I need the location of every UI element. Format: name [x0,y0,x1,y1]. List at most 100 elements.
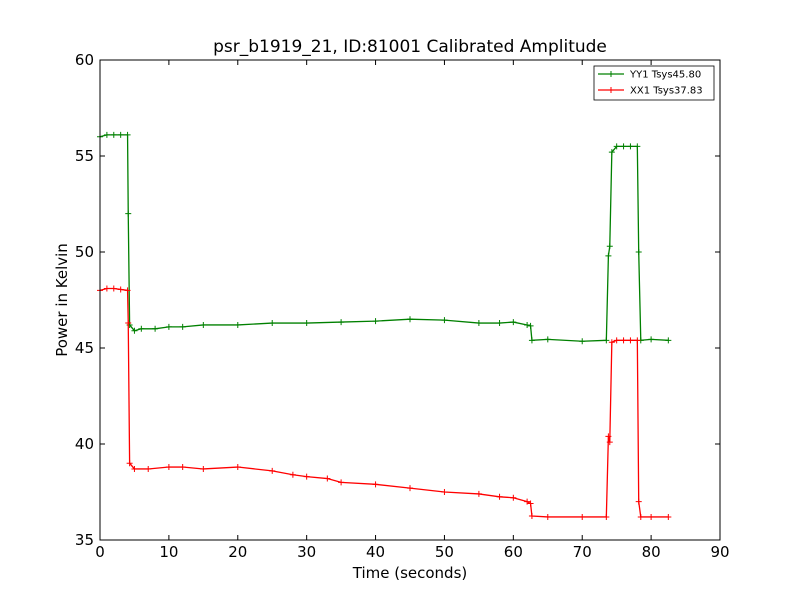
data-point [165,464,172,471]
data-point [407,485,413,492]
data-point [117,286,124,293]
data-point [496,320,503,327]
x-tick-label: 80 [642,543,661,561]
legend-label: XX1 Tsys37.83 [630,86,703,97]
data-point [179,323,186,330]
plot-area [97,131,672,520]
data-point [234,321,241,328]
data-point [620,143,627,150]
y-tick-label: 40 [75,435,94,453]
y-tick-label: 45 [75,339,94,357]
x-tick-label: 50 [435,543,454,561]
data-point [103,285,110,292]
data-point [103,131,110,138]
data-point [138,325,145,332]
data-point [524,498,531,505]
data-point [648,513,655,520]
data-point [544,336,551,343]
data-point [110,131,117,138]
data-point [635,498,642,505]
x-tick-label: 60 [504,543,523,561]
data-point [125,210,132,217]
data-point [524,321,531,328]
data-point [338,479,345,486]
data-point [324,475,331,482]
legend-box [593,65,715,101]
x-tick-label: 70 [573,543,592,561]
data-point [613,337,620,344]
data-point [579,513,586,520]
data-point [637,513,644,520]
series-0 [97,131,672,345]
y-tick-label: 55 [75,147,94,165]
data-point [269,467,276,474]
data-point [608,339,615,346]
data-point [648,336,655,343]
data-point [131,327,138,334]
data-point [289,471,296,478]
data-point [152,325,159,332]
data-point [627,337,634,344]
data-point [126,460,133,467]
y-axis: 35 40 45 50 55 60 [75,51,720,549]
data-point [179,464,186,471]
legend: YY1 Tsys45.80 XX1 Tsys37.83 [593,65,715,101]
legend-label: YY1 Tsys45.80 [629,70,701,81]
data-point [634,143,641,150]
data-point [200,321,207,328]
data-point [372,318,379,325]
data-point [527,500,534,507]
data-point [496,493,503,500]
data-point [665,513,672,520]
data-point [510,494,517,501]
data-point [606,243,613,250]
series-1 [97,285,672,520]
data-point [528,513,535,519]
data-point [131,465,138,472]
x-tick-label: 90 [710,543,729,561]
plot-frame [99,59,721,541]
data-point [441,489,448,495]
x-tick-label: 10 [159,543,178,561]
data-point [603,337,610,344]
data-point [338,319,345,326]
y-axis-label: Power in Kelvin [53,243,71,357]
legend-marker [608,71,614,77]
data-point [635,249,642,255]
data-point [605,433,612,440]
data-point [200,465,207,472]
data-point [608,149,615,156]
x-tick-label: 40 [366,543,385,561]
x-tick-label: 20 [228,543,247,561]
data-point [372,481,379,488]
data-point [124,287,131,294]
data-point [510,319,517,326]
series-line [99,134,669,342]
data-point [145,465,152,472]
legend-marker [608,87,614,93]
data-point [527,322,534,329]
data-point [613,143,620,150]
data-point [165,323,172,330]
data-point [544,513,551,520]
data-point [605,252,612,259]
data-point [441,317,448,324]
data-point [125,320,132,327]
data-point [269,320,276,327]
data-point [124,131,131,138]
data-point [475,320,482,327]
data-point [620,337,627,344]
y-tick-label: 60 [75,51,94,69]
data-point [579,338,586,345]
data-point [303,320,310,327]
data-point [407,316,413,323]
x-axis-label: Time (seconds) [352,564,468,582]
data-point [627,143,634,150]
data-point [665,337,672,344]
y-tick-label: 35 [75,531,94,549]
data-point [634,337,641,344]
data-point [303,473,310,480]
y-tick-label: 50 [75,243,94,261]
data-point [528,337,535,344]
